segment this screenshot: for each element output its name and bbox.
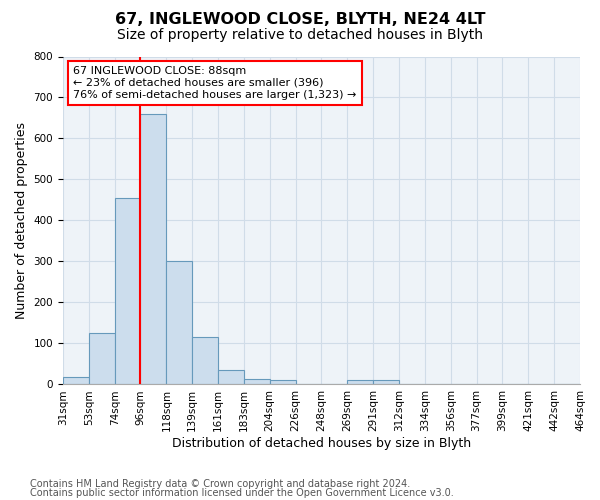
Text: Contains public sector information licensed under the Open Government Licence v3: Contains public sector information licen…: [30, 488, 454, 498]
Bar: [115, 198, 140, 384]
Text: Size of property relative to detached houses in Blyth: Size of property relative to detached ho…: [117, 28, 483, 42]
Bar: [270, 380, 296, 384]
Text: 67, INGLEWOOD CLOSE, BLYTH, NE24 4LT: 67, INGLEWOOD CLOSE, BLYTH, NE24 4LT: [115, 12, 485, 28]
Bar: [89, 333, 115, 384]
Bar: [140, 114, 166, 384]
Bar: [244, 378, 270, 384]
Bar: [192, 338, 218, 384]
Bar: [218, 370, 244, 384]
X-axis label: Distribution of detached houses by size in Blyth: Distribution of detached houses by size …: [172, 437, 471, 450]
Text: 67 INGLEWOOD CLOSE: 88sqm
← 23% of detached houses are smaller (396)
76% of semi: 67 INGLEWOOD CLOSE: 88sqm ← 23% of detac…: [73, 66, 356, 100]
Bar: [63, 377, 89, 384]
Text: Contains HM Land Registry data © Crown copyright and database right 2024.: Contains HM Land Registry data © Crown c…: [30, 479, 410, 489]
Y-axis label: Number of detached properties: Number of detached properties: [15, 122, 28, 319]
Bar: [347, 380, 373, 384]
Bar: [373, 380, 399, 384]
Bar: [166, 262, 192, 384]
